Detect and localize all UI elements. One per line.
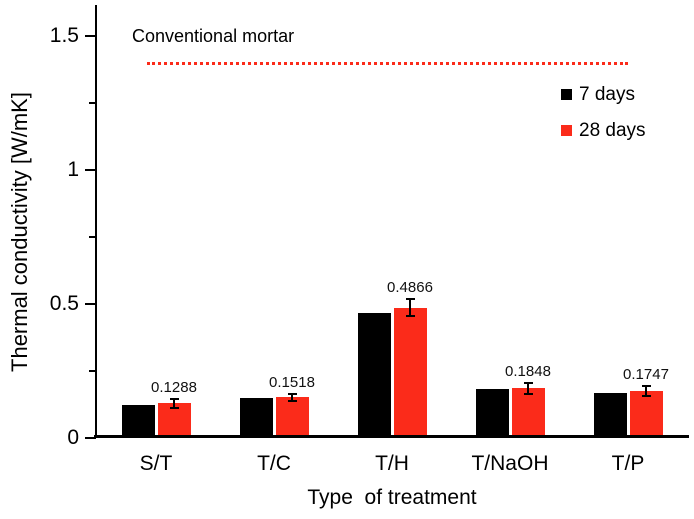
- x-tick-label-t-p: T/P: [611, 452, 645, 475]
- bar-28-days-t-naoh: [511, 388, 545, 438]
- error-cap-bottom-t-p: [641, 395, 651, 397]
- x-axis-title: Type of treatment: [307, 486, 477, 509]
- legend-label-28-days: 28 days: [579, 119, 646, 141]
- error-cap-bottom-t-c: [287, 400, 297, 403]
- error-cap-top-t-h: [405, 297, 415, 300]
- y-axis-line: [95, 5, 97, 438]
- reference-line-label: Conventional mortar: [132, 26, 295, 46]
- error-bar-t-p: [645, 386, 647, 396]
- y-major-tick-0-5: [85, 303, 96, 305]
- y-major-tick-0: [85, 437, 96, 439]
- error-cap-top-t-naoh: [523, 381, 533, 384]
- error-cap-bottom-s-t: [169, 407, 179, 410]
- error-cap-top-s-t: [169, 397, 179, 400]
- x-tick-label-t-c: T/C: [257, 452, 291, 475]
- bar-28-days-t-h: [393, 307, 427, 438]
- y-tick-label-1: 1: [67, 158, 79, 181]
- y-minor-tick-1-25: [89, 102, 96, 104]
- y-minor-tick-0-75: [89, 236, 96, 238]
- legend-item-7-days: 7 days: [561, 84, 646, 105]
- conventional-mortar-reference-line: [147, 61, 628, 65]
- bar-7-days-t-naoh: [475, 389, 509, 438]
- y-major-tick-1-5: [85, 35, 96, 37]
- error-bar-t-h: [409, 298, 411, 317]
- legend: 7 days 28 days: [561, 84, 646, 141]
- bar-7-days-t-h: [357, 313, 391, 438]
- error-cap-bottom-t-h: [405, 315, 415, 318]
- y-axis-title: Thermal conductivity [W/mK]: [7, 92, 32, 372]
- value-label-t-p: 0.1747: [623, 366, 669, 384]
- bar-28-days-t-c: [275, 397, 309, 438]
- value-label-t-naoh: 0.1848: [505, 362, 551, 380]
- value-label-t-h: 0.4866: [387, 278, 433, 296]
- y-tick-label-0-5: 0.5: [49, 292, 79, 315]
- error-cap-bottom-t-naoh: [523, 393, 533, 396]
- bar-7-days-t-c: [239, 398, 273, 438]
- bar-28-days-s-t: [157, 403, 191, 438]
- legend-label-7-days: 7 days: [579, 83, 635, 105]
- x-tick-label-t-naoh: T/NaOH: [471, 452, 549, 475]
- error-bar-t-naoh: [527, 382, 529, 395]
- error-cap-top-t-p: [641, 385, 651, 388]
- error-bar-s-t: [173, 398, 175, 409]
- x-tick-label-t-h: T/H: [375, 452, 409, 475]
- bar-7-days-t-p: [593, 393, 627, 438]
- error-cap-top-t-c: [287, 392, 297, 395]
- bar-7-days-s-t: [121, 404, 155, 438]
- y-tick-label-0: 0: [67, 426, 79, 449]
- legend-swatch-7-days: [561, 89, 572, 100]
- error-bar-t-c: [291, 393, 293, 402]
- legend-swatch-28-days: [561, 125, 572, 136]
- x-axis-line: [94, 435, 689, 438]
- y-minor-tick-0-25: [89, 370, 96, 372]
- value-label-s-t: 0.1288: [151, 378, 197, 396]
- y-tick-label-1-5: 1.5: [49, 24, 79, 47]
- bar-28-days-t-p: [629, 391, 663, 438]
- value-label-t-c: 0.1518: [269, 373, 315, 391]
- x-tick-label-s-t: S/T: [139, 452, 173, 475]
- y-major-tick-1: [85, 169, 96, 171]
- legend-item-28-days: 28 days: [561, 120, 646, 141]
